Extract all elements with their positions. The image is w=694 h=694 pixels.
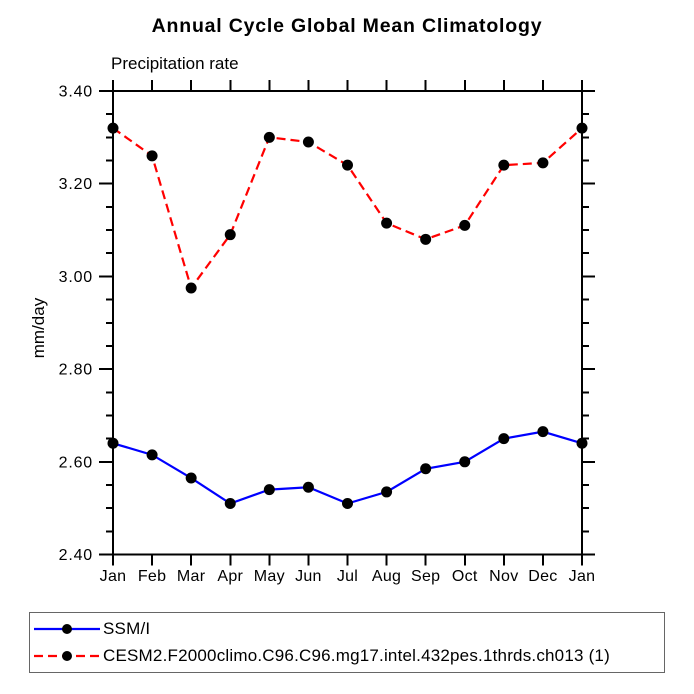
data-point-ssmi xyxy=(107,437,119,449)
x-tick-label: Sep xyxy=(411,568,440,585)
y-tick-label: 3.00 xyxy=(59,269,93,286)
data-point-cesm2 xyxy=(459,219,471,231)
x-tick-label: Jan xyxy=(100,568,127,585)
data-point-ssmi xyxy=(146,449,158,461)
data-point-ssmi xyxy=(381,486,393,498)
series-line-ssmi xyxy=(112,430,583,505)
data-point-ssmi xyxy=(342,498,353,510)
x-tick-label: Nov xyxy=(489,568,518,585)
x-tick-label: Jun xyxy=(295,568,322,585)
x-tick-label: Jul xyxy=(337,568,358,585)
data-point-ssmi xyxy=(459,456,471,468)
legend-item-ssmi: SSM/I xyxy=(33,617,664,641)
data-point-ssmi xyxy=(420,463,432,475)
legend: SSM/I CESM2.F2000climo.C96.C96.mg17.inte… xyxy=(29,612,665,673)
x-tick-label: Dec xyxy=(528,568,557,585)
chart-title: Annual Cycle Global Mean Climatology xyxy=(151,15,543,37)
y-tick-label: 2.60 xyxy=(59,454,93,471)
data-point-cesm2 xyxy=(263,131,275,143)
y-tick-label: 2.40 xyxy=(59,547,93,564)
y-tick-label: 2.80 xyxy=(59,362,93,379)
legend-marker-cesm2 xyxy=(62,651,72,662)
data-point-cesm2 xyxy=(224,229,236,241)
data-point-cesm2 xyxy=(576,122,588,134)
data-point-ssmi xyxy=(537,426,549,438)
data-point-cesm2 xyxy=(302,136,314,148)
x-tick-label: Feb xyxy=(138,568,166,585)
x-tick-label: Oct xyxy=(452,568,478,585)
series-line-cesm2 xyxy=(112,127,583,291)
data-point-cesm2 xyxy=(342,159,353,171)
data-point-ssmi xyxy=(498,433,510,445)
legend-marker-ssmi xyxy=(62,623,72,634)
y-tick-label: 3.40 xyxy=(59,84,93,101)
legend-item-cesm2: CESM2.F2000climo.C96.C96.mg17.intel.432p… xyxy=(33,644,664,668)
x-tick-label: Aug xyxy=(372,568,401,585)
x-tick-label: May xyxy=(254,568,285,585)
data-point-cesm2 xyxy=(537,157,549,169)
legend-label-cesm2: CESM2.F2000climo.C96.C96.mg17.intel.432p… xyxy=(103,646,610,666)
x-tick-label: Jan xyxy=(569,568,596,585)
data-point-ssmi xyxy=(224,498,236,510)
legend-swatch-ssmi xyxy=(34,623,100,634)
data-point-cesm2 xyxy=(185,282,197,294)
data-point-ssmi xyxy=(302,481,314,493)
data-point-ssmi xyxy=(263,484,275,496)
data-point-cesm2 xyxy=(107,122,119,134)
data-point-cesm2 xyxy=(420,233,432,245)
data-point-cesm2 xyxy=(381,217,393,229)
chart-subtitle: Precipitation rate xyxy=(111,54,239,73)
y-tick-label: 3.20 xyxy=(59,176,93,193)
data-point-cesm2 xyxy=(498,159,510,171)
x-tick-label: Apr xyxy=(217,568,243,585)
x-tick-label: Mar xyxy=(177,568,206,585)
data-point-ssmi xyxy=(185,472,197,484)
legend-label-ssmi: SSM/I xyxy=(103,618,151,638)
data-point-cesm2 xyxy=(146,150,158,162)
data-point-ssmi xyxy=(576,437,588,449)
legend-swatch-cesm2 xyxy=(34,651,100,662)
